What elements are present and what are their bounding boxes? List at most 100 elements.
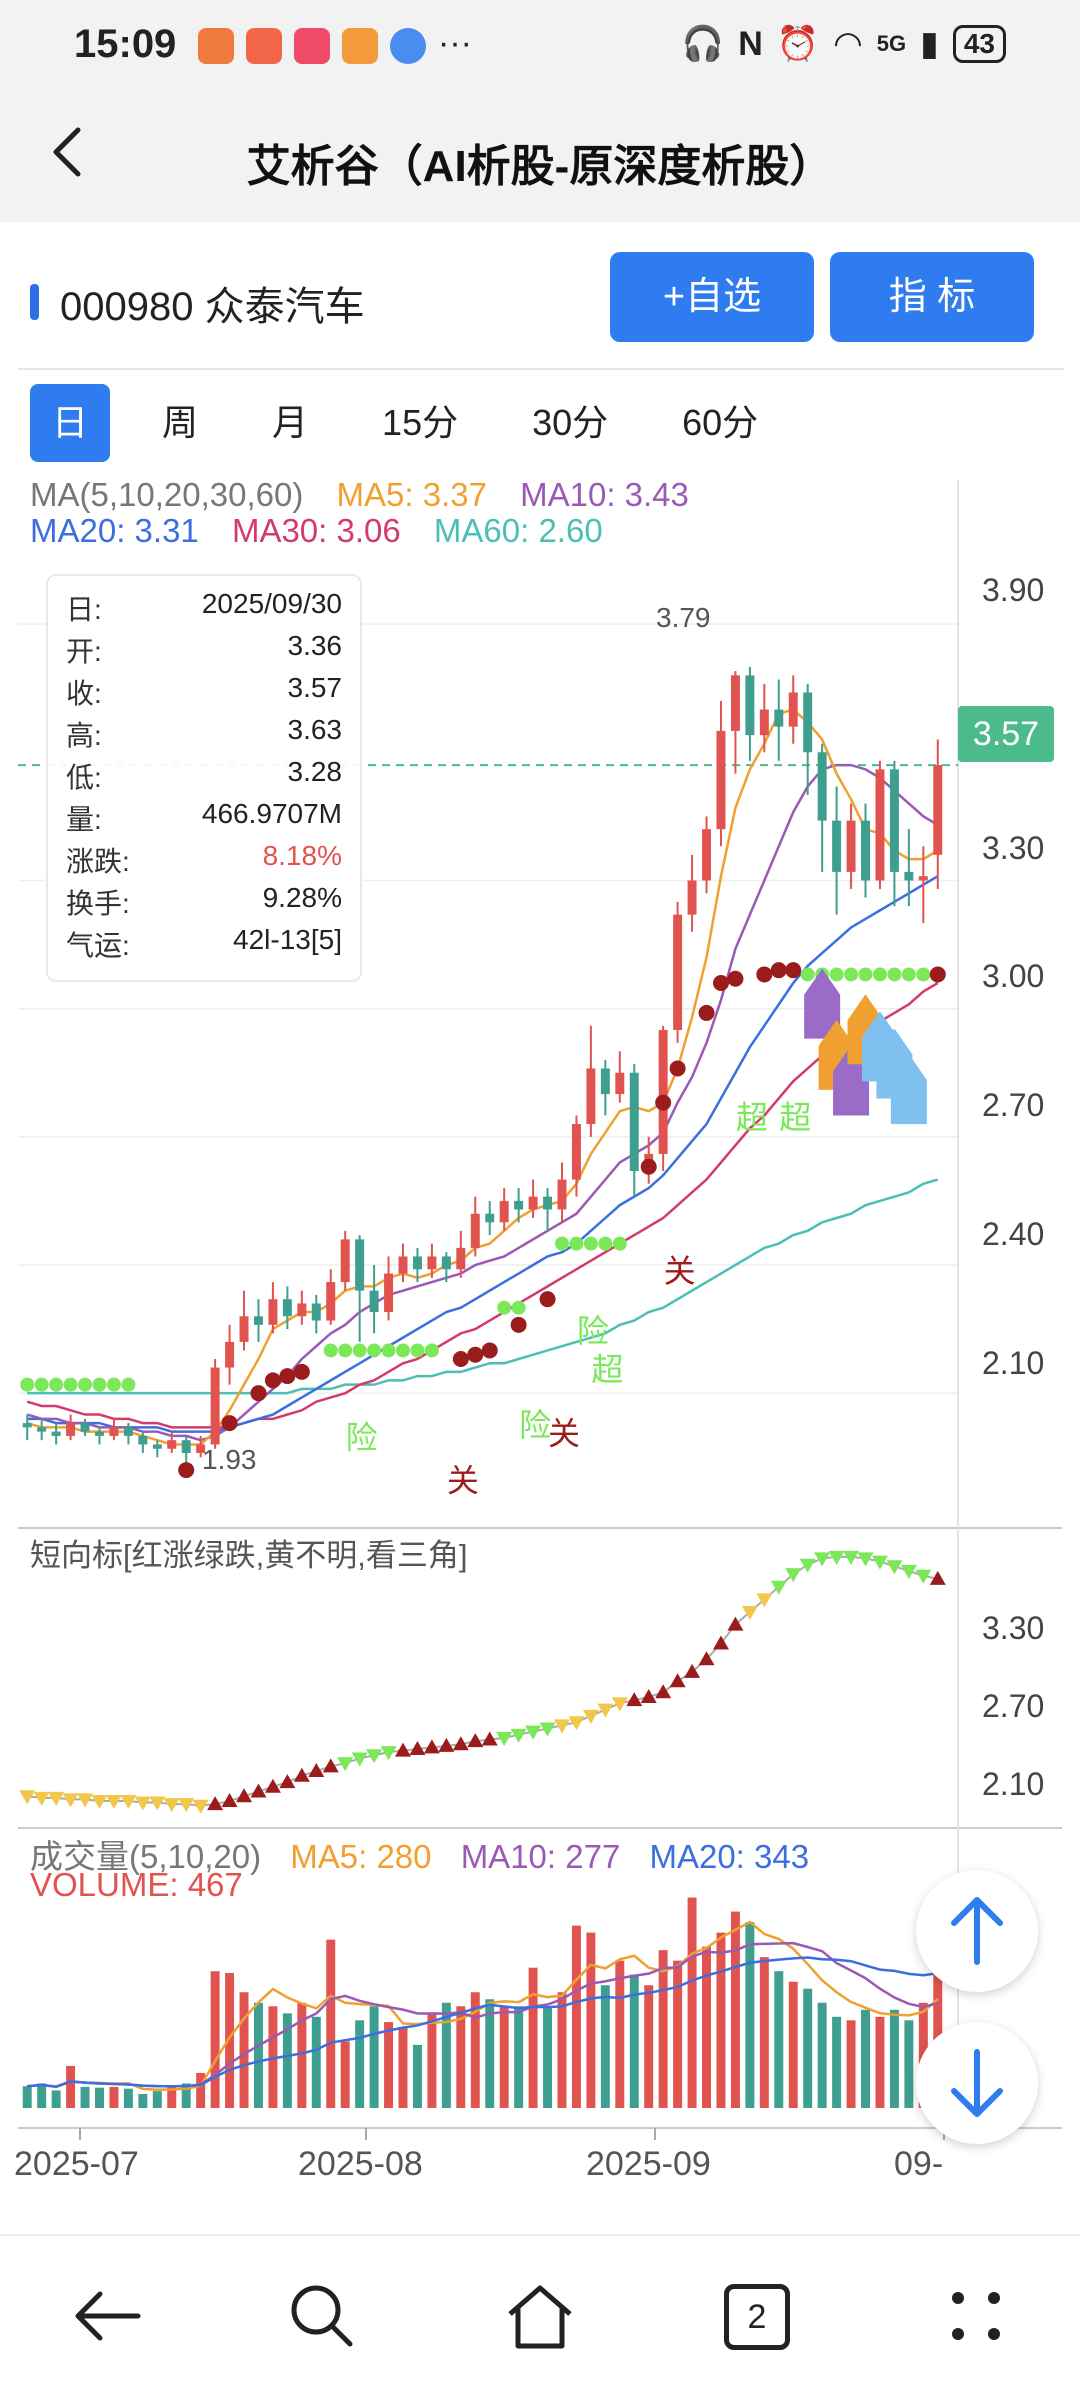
candle-body — [282, 1299, 292, 1317]
ma60-legend: MA60: 2.60 — [433, 512, 603, 549]
sub-indicator-triangle — [221, 1792, 238, 1807]
volume-bar — [586, 1932, 596, 2108]
sub-indicator-triangle — [828, 1550, 845, 1565]
price-axis-label: 3.00 — [982, 958, 1045, 994]
signal-dot-dark — [756, 966, 773, 983]
app-notification-icon — [198, 28, 234, 64]
volume-bar — [817, 2002, 827, 2108]
sub-indicator-triangle — [929, 1570, 946, 1585]
signal-dot-green — [800, 967, 815, 982]
signal-dot-green — [20, 1377, 35, 1392]
sub-indicator-triangle — [423, 1739, 440, 1754]
tab-15min[interactable]: 15分 — [382, 402, 459, 443]
signal-dot-green — [554, 1236, 569, 1251]
signal-dot-dark — [250, 1385, 267, 1402]
page-title: 艾析谷（AI析股-原深度析股） — [246, 142, 834, 191]
candle-body — [875, 769, 885, 881]
back-arrow-icon[interactable] — [40, 122, 100, 182]
sub-indicator-triangle — [178, 1798, 195, 1813]
tab-month[interactable]: 月 — [272, 402, 309, 443]
home-icon[interactable] — [500, 2276, 580, 2356]
volume-bar — [311, 2016, 321, 2108]
volume-bar — [658, 1950, 668, 2108]
volume-bar — [615, 1960, 625, 2108]
volume-bar — [745, 1922, 755, 2108]
tab-day[interactable]: 日 — [30, 384, 111, 462]
candle-body — [167, 1440, 177, 1449]
sub-axis-label: 3.30 — [982, 1610, 1045, 1646]
volume-bar — [933, 1944, 943, 2108]
battery-icon: 43 — [952, 25, 1006, 63]
volume-bar — [774, 1971, 784, 2108]
sub-indicator-triangle — [814, 1552, 831, 1567]
add-watchlist-button[interactable]: +自选 — [610, 252, 814, 342]
signal-label-risk: 险 — [519, 1407, 551, 1443]
arrow-up-icon — [951, 1897, 1003, 1965]
sub-indicator-triangle — [250, 1783, 267, 1798]
vol-ma5-legend: MA5: 280 — [290, 1838, 432, 1875]
indicator-button[interactable]: 指 标 — [830, 252, 1034, 342]
signal-dot-dark — [669, 1060, 686, 1077]
sub-indicator-triangle — [19, 1790, 36, 1805]
stock-code-name: 000980 众泰汽车 — [60, 285, 365, 329]
volume-bar — [904, 2020, 914, 2108]
browser-notification-icon — [390, 28, 426, 64]
volume-bar — [196, 2072, 206, 2108]
tab-60min[interactable]: 60分 — [682, 402, 759, 443]
signal-dot-green — [612, 1236, 627, 1251]
more-icon[interactable] — [936, 2276, 1016, 2356]
network-label: 5G — [876, 31, 907, 56]
volume-bar — [499, 2006, 509, 2108]
signal-dot-dark — [452, 1351, 469, 1367]
scroll-up-button[interactable] — [916, 1870, 1038, 1992]
ma-legend-row2: MA20: 3.31 MA30: 3.06 MA60: 2.60 — [30, 512, 603, 550]
signal-dot-green — [829, 967, 844, 982]
volume-bar — [832, 2016, 842, 2108]
low-price-marker: 1.93 — [202, 1444, 257, 1475]
signal-dot-dark — [467, 1346, 484, 1363]
candle-body — [759, 709, 769, 736]
back-icon[interactable] — [68, 2276, 148, 2356]
volume-bar — [759, 1957, 769, 2108]
sub-indicator-triangle — [91, 1794, 108, 1809]
sub-indicator-title: 短向标[红涨绿跌,黄不明,看三角] — [30, 1538, 468, 1573]
volume-bar — [355, 2020, 365, 2108]
sub-indicator-triangle — [322, 1758, 339, 1773]
candle-body — [152, 1444, 162, 1449]
sub-indicator-triangle — [770, 1580, 787, 1595]
scroll-down-button[interactable] — [916, 2022, 1038, 2144]
signal-dot-green — [583, 1236, 598, 1251]
signal-dot-green — [872, 967, 887, 982]
more-notifications-icon: ··· — [438, 24, 472, 62]
kline-chart[interactable]: 险关险关险超关超超 — [0, 0, 1080, 2180]
signal-dot-green — [396, 1343, 411, 1358]
sub-indicator-triangle — [857, 1552, 874, 1567]
volume-bar — [138, 2093, 148, 2108]
sub-indicator-triangle — [192, 1799, 209, 1814]
volume-value: VOLUME: 467 — [30, 1866, 243, 1903]
ma20-line — [27, 875, 939, 1433]
info-row-fortune: 气运: 42l-13[5] — [66, 924, 342, 961]
signal-dot-green — [569, 1236, 584, 1251]
sub-axis-label: 2.70 — [982, 1688, 1045, 1724]
tabs-button[interactable]: 2 — [716, 2276, 796, 2356]
sub-indicator-triangle — [655, 1684, 672, 1699]
volume-bar — [456, 2006, 466, 2108]
tab-30min[interactable]: 30分 — [532, 402, 609, 443]
volume-bar — [225, 1972, 235, 2108]
stock-header: 000980 众泰汽车 +自选 指 标 — [0, 222, 1080, 372]
signal-dot-dark — [510, 1316, 527, 1333]
search-icon[interactable] — [282, 2276, 362, 2356]
candle-body — [817, 752, 827, 821]
high-price-marker: 3.79 — [656, 602, 711, 633]
sub-indicator-triangle — [597, 1703, 614, 1718]
alarm-icon: ⏰ — [776, 25, 820, 63]
volume-ma20-line — [27, 1956, 938, 2088]
candle-body — [485, 1213, 495, 1223]
tab-week[interactable]: 周 — [162, 402, 199, 443]
vol-ma10-legend: MA10: 277 — [460, 1838, 621, 1875]
sub-indicator-triangle — [626, 1692, 643, 1707]
candle-body — [441, 1256, 451, 1270]
sub-indicator-triangle — [525, 1725, 542, 1740]
signal-dot-dark — [481, 1342, 498, 1359]
